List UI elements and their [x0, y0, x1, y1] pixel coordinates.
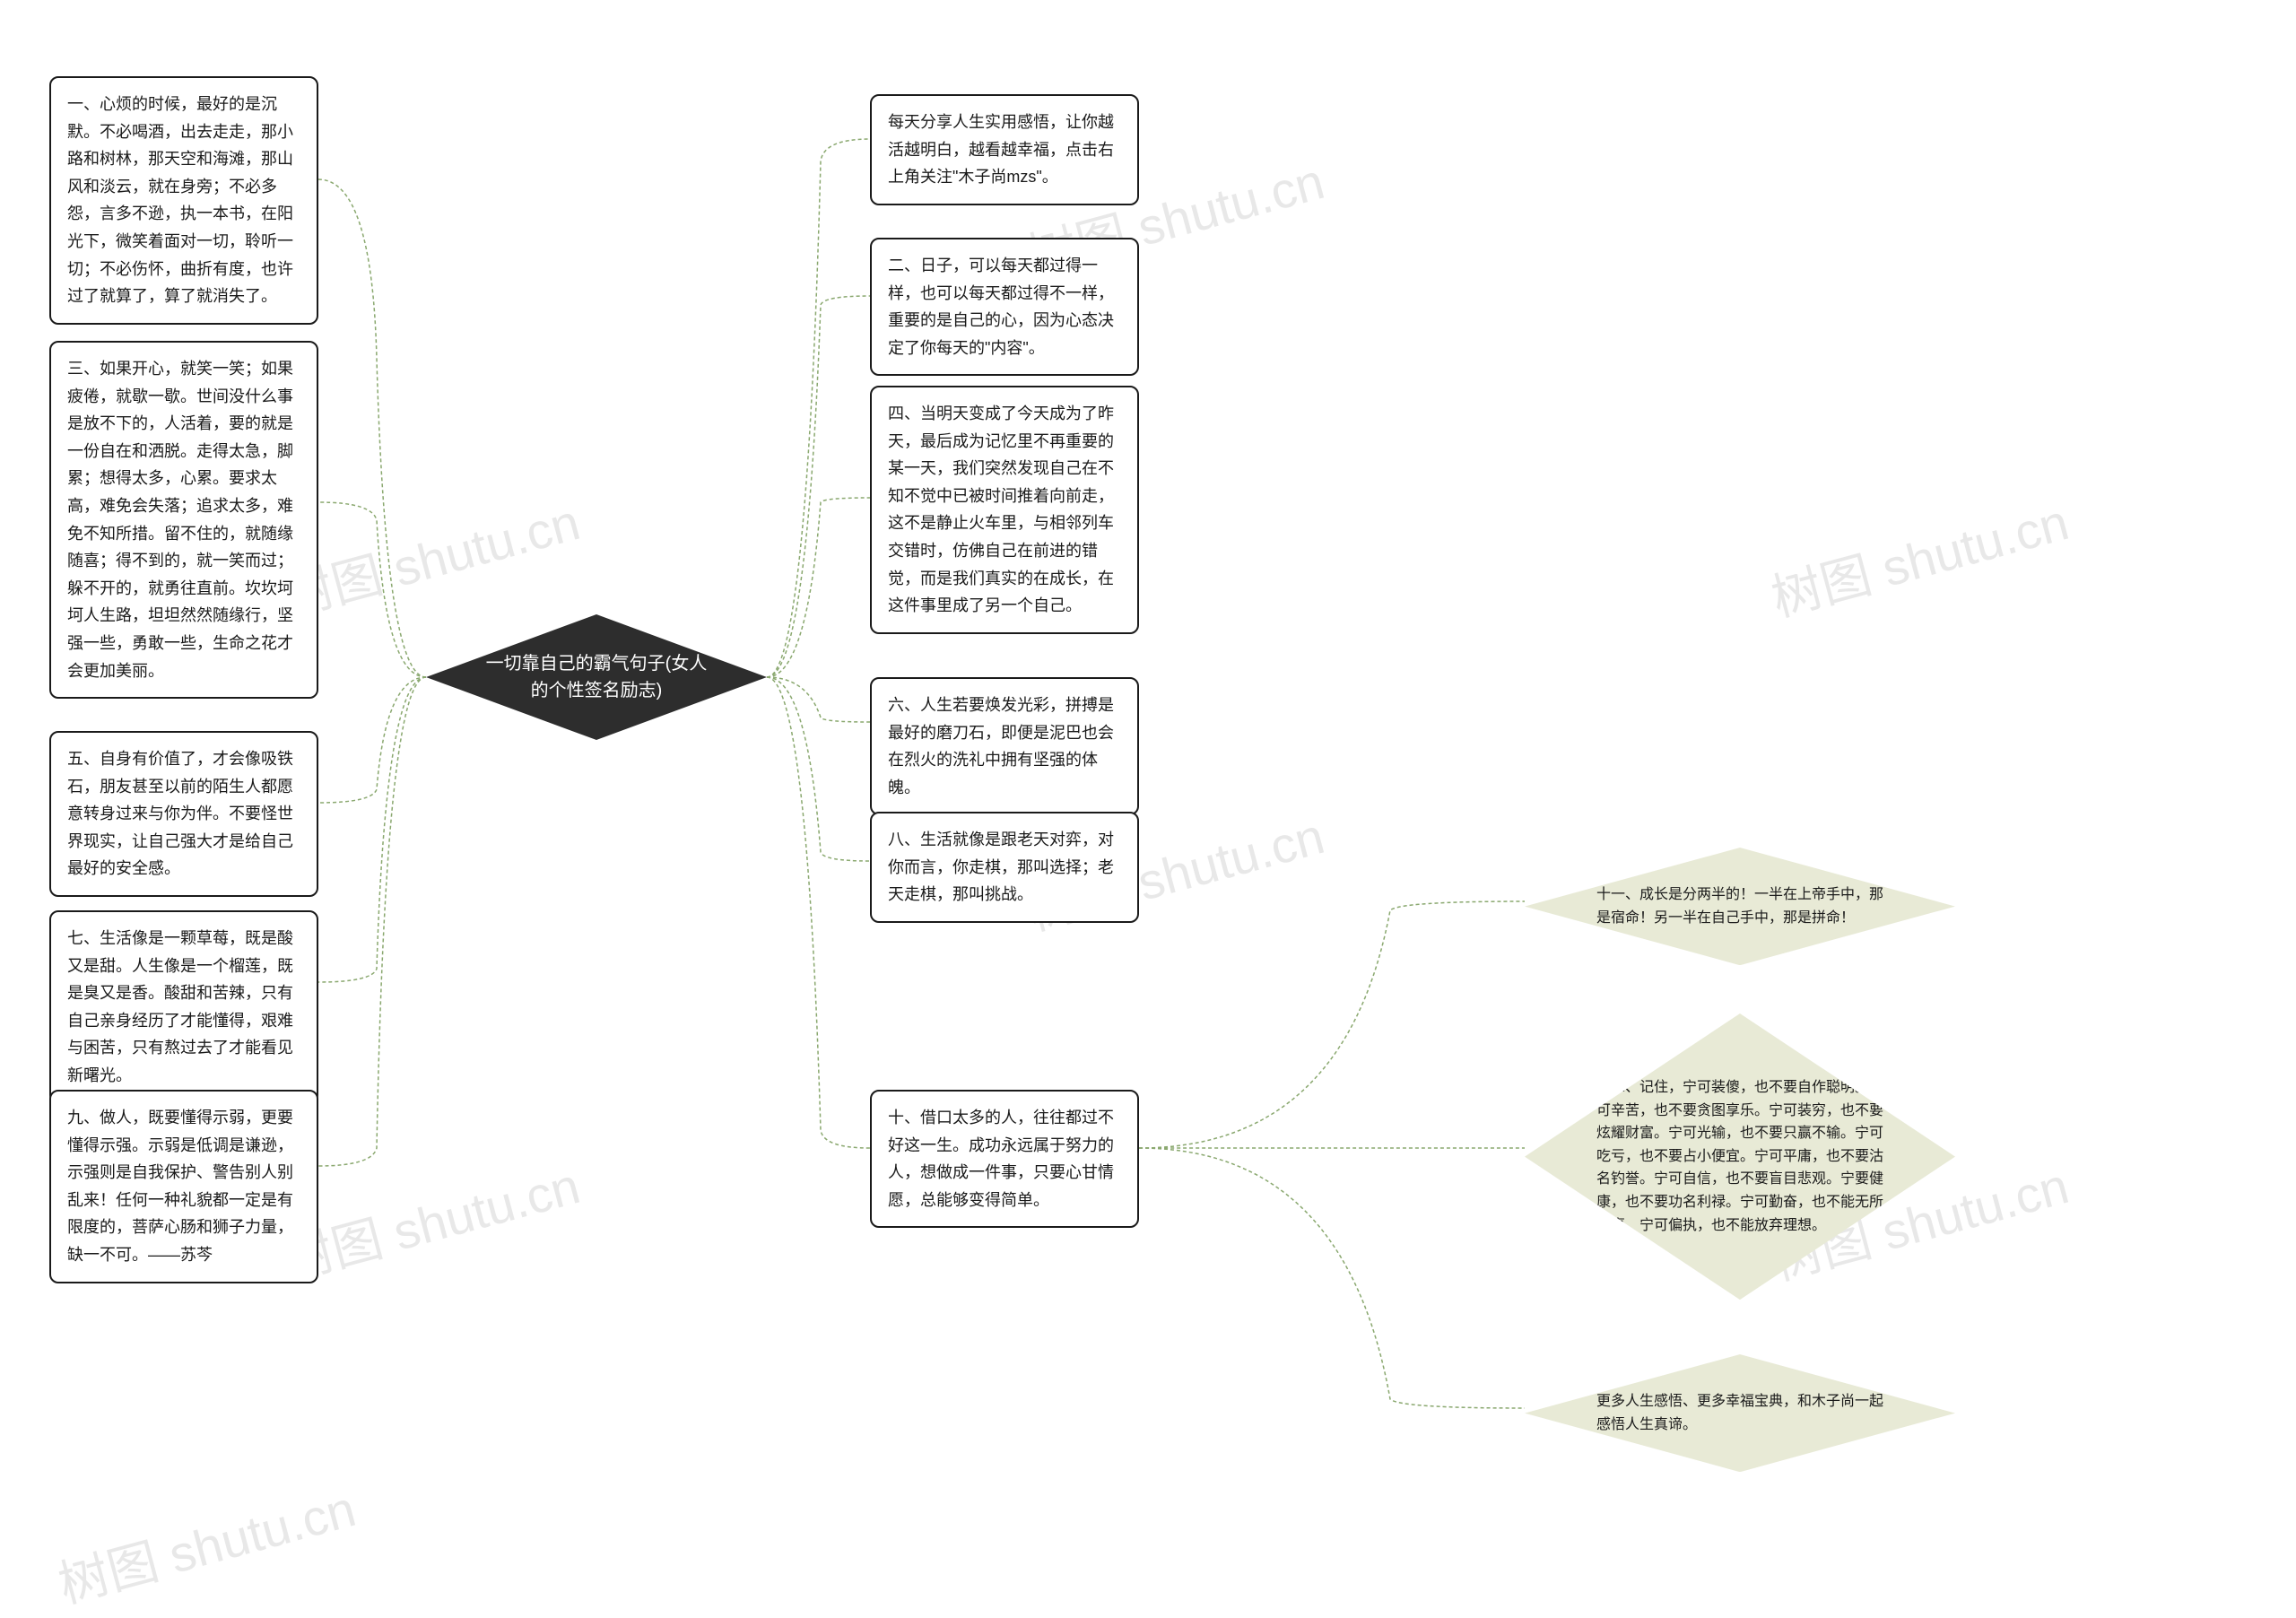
left-node-9: 九、做人，既要懂得示弱，更要懂得示强。示弱是低调是谦逊，示强则是自我保护、警告别… [49, 1090, 318, 1283]
right-node-8: 八、生活就像是跟老天对弈，对你而言，你走棋，那叫选择；老天走棋，那叫挑战。 [870, 812, 1139, 923]
right-node-10-text: 十、借口太多的人，往往都过不好这一生。成功永远属于努力的人，想做成一件事，只要心… [888, 1109, 1114, 1209]
left-node-7: 七、生活像是一颗草莓，既是酸又是甜。人生像是一个榴莲，既是臭又是香。酸甜和苦辣，… [49, 910, 318, 1104]
right-node-2-text: 二、日子，可以每天都过得一样，也可以每天都过得不一样，重要的是自己的心，因为心态… [888, 257, 1114, 357]
sub-node-more: 更多人生感悟、更多幸福宝典，和木子尚一起感悟人生真谛。 [1525, 1354, 1955, 1472]
left-node-9-text: 九、做人，既要懂得示弱，更要懂得示强。示弱是低调是谦逊，示强则是自我保护、警告别… [67, 1109, 293, 1264]
left-node-3-text: 三、如果开心，就笑一笑；如果疲倦，就歇一歇。世间没什么事是放不下的，人活着，要的… [67, 360, 293, 680]
left-node-7-text: 七、生活像是一颗草莓，既是酸又是甜。人生像是一个榴莲，既是臭又是香。酸甜和苦辣，… [67, 929, 293, 1084]
watermark: 树图 shutu.cn [49, 1468, 362, 1617]
center-title-text: 一切靠自己的霸气句子(女人的个性签名励志) [480, 650, 713, 704]
right-node-intro-text: 每天分享人生实用感悟，让你越活越明白，越看越幸福，点击右上角关注"木子尚mzs"… [888, 113, 1114, 186]
watermark: 树图 shutu.cn [1762, 482, 2075, 631]
right-node-6: 六、人生若要焕发光彩，拼搏是最好的磨刀石，即便是泥巴也会在烈火的洗礼中拥有坚强的… [870, 677, 1139, 815]
sub-node-12: 十二、记住，宁可装傻，也不要自作聪明。宁可辛苦，也不要贪图享乐。宁可装穷，也不要… [1525, 1013, 1955, 1300]
left-node-1-text: 一、心烦的时候，最好的是沉默。不必喝酒，出去走走，那小路和树林，那天空和海滩，那… [67, 95, 293, 305]
center-title: 一切靠自己的霸气句子(女人的个性签名励志) [426, 614, 767, 740]
watermark: 树图 shutu.cn [274, 482, 587, 631]
right-node-4: 四、当明天变成了今天成为了昨天，最后成为记忆里不再重要的某一天，我们突然发现自己… [870, 386, 1139, 634]
left-node-1: 一、心烦的时候，最好的是沉默。不必喝酒，出去走走，那小路和树林，那天空和海滩，那… [49, 76, 318, 325]
sub-node-12-text: 十二、记住，宁可装傻，也不要自作聪明。宁可辛苦，也不要贪图享乐。宁可装穷，也不要… [1596, 1076, 1883, 1237]
left-node-3: 三、如果开心，就笑一笑；如果疲倦，就歇一歇。世间没什么事是放不下的，人活着，要的… [49, 341, 318, 699]
right-node-2: 二、日子，可以每天都过得一样，也可以每天都过得不一样，重要的是自己的心，因为心态… [870, 238, 1139, 376]
center-node: 一切靠自己的霸气句子(女人的个性签名励志) [426, 614, 767, 740]
left-node-5-text: 五、自身有价值了，才会像吸铁石，朋友甚至以前的陌生人都愿意转身过来与你为伴。不要… [67, 750, 293, 877]
right-node-6-text: 六、人生若要焕发光彩，拼搏是最好的磨刀石，即便是泥巴也会在烈火的洗礼中拥有坚强的… [888, 696, 1114, 796]
right-node-intro: 每天分享人生实用感悟，让你越活越明白，越看越幸福，点击右上角关注"木子尚mzs"… [870, 94, 1139, 205]
sub-node-more-text: 更多人生感悟、更多幸福宝典，和木子尚一起感悟人生真谛。 [1596, 1390, 1883, 1436]
left-node-5: 五、自身有价值了，才会像吸铁石，朋友甚至以前的陌生人都愿意转身过来与你为伴。不要… [49, 731, 318, 897]
right-node-10: 十、借口太多的人，往往都过不好这一生。成功永远属于努力的人，想做成一件事，只要心… [870, 1090, 1139, 1228]
watermark: 树图 shutu.cn [274, 1145, 587, 1294]
right-node-8-text: 八、生活就像是跟老天对弈，对你而言，你走棋，那叫选择；老天走棋，那叫挑战。 [888, 831, 1114, 903]
sub-node-11: 十一、成长是分两半的！一半在上帝手中，那是宿命！另一半在自己手中，那是拼命！ [1525, 848, 1955, 965]
sub-node-11-text: 十一、成长是分两半的！一半在上帝手中，那是宿命！另一半在自己手中，那是拼命！ [1596, 883, 1883, 929]
right-node-4-text: 四、当明天变成了今天成为了昨天，最后成为记忆里不再重要的某一天，我们突然发现自己… [888, 404, 1114, 614]
